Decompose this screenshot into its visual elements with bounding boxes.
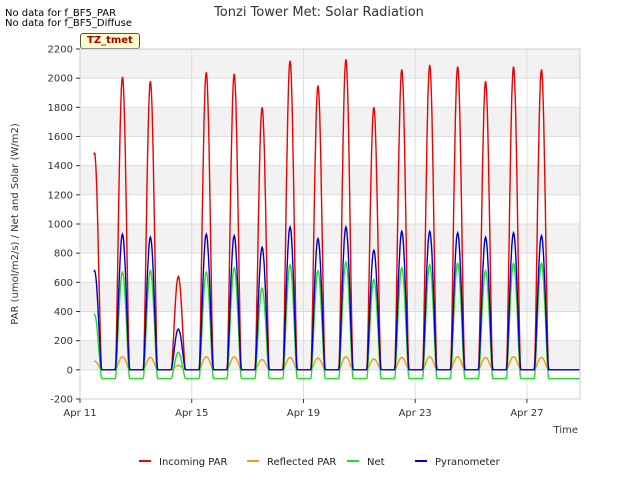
y-tick-label: 400 — [54, 307, 73, 318]
legend: Incoming PAR Reflected PAR Net Pyranometer — [139, 457, 501, 468]
legend-item: Pyranometer — [415, 457, 501, 468]
plot-band — [80, 282, 580, 312]
y-tick-label: 2200 — [48, 45, 73, 56]
plot-band — [80, 107, 580, 137]
y-tick-label: 800 — [54, 249, 73, 260]
y-tick-label: 1000 — [48, 220, 73, 231]
plot-band — [80, 340, 580, 370]
plot-band — [80, 165, 580, 195]
chart-title: Tonzi Tower Met: Solar Radiation — [213, 5, 424, 20]
x-tick-label: Apr 27 — [510, 408, 543, 419]
no-data-note-1: No data for f_BF5_PAR — [5, 8, 117, 19]
x-tick-label: Apr 15 — [175, 408, 208, 419]
plot-band — [80, 224, 580, 254]
y-tick-label: 0 — [67, 365, 73, 376]
legend-label: Reflected PAR — [267, 457, 336, 468]
series-line-pyranometer — [93, 224, 580, 371]
y-tick-label: 1800 — [48, 103, 73, 114]
legend-label: Incoming PAR — [159, 457, 228, 468]
series-line-net — [93, 260, 580, 380]
y-tick-label: 1400 — [48, 161, 73, 172]
x-axis-label: Time — [553, 425, 578, 436]
plot-band — [80, 49, 580, 79]
legend-item: Reflected PAR — [247, 457, 336, 468]
legend-item: Net — [347, 457, 385, 468]
legend-item: Incoming PAR — [139, 457, 228, 468]
series-group — [93, 59, 580, 380]
x-tick-label: Apr 23 — [399, 408, 432, 419]
legend-label: Net — [367, 457, 385, 468]
y-tick-label: 1200 — [48, 190, 73, 201]
x-tick-label: Apr 11 — [63, 408, 96, 419]
no-data-note-2: No data for f_BF5_Diffuse — [5, 18, 132, 29]
y-axis-label: PAR (umol/m2/s) / Net and Solar (W/m2) — [10, 123, 21, 325]
y-axis-ticks: -200 0 200 400 600 800 1000 1200 1400 1600 1800 200… — [48, 45, 80, 406]
y-tick-label: 200 — [54, 336, 73, 347]
y-tick-label: 600 — [54, 278, 73, 289]
x-axis-ticks: Apr 11 Apr 15 Apr 19 Apr 23 Apr 27 — [63, 399, 544, 419]
x-tick-label: Apr 19 — [287, 408, 320, 419]
legend-label: Pyranometer — [435, 457, 501, 468]
y-tick-label: 2000 — [48, 74, 73, 85]
y-tick-label: 1600 — [48, 132, 73, 143]
y-tick-label: -200 — [50, 395, 73, 406]
